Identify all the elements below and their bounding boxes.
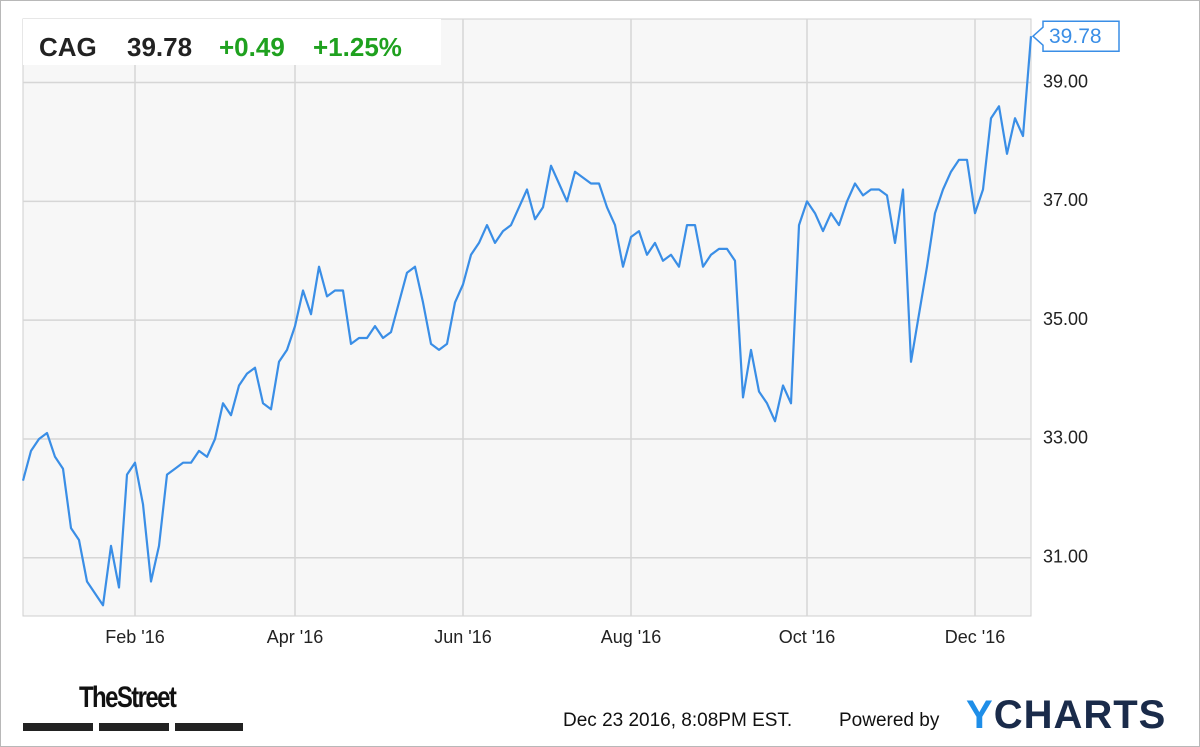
last-value-label: 39.78: [1049, 25, 1102, 48]
y-tick-label: 33.00: [1043, 428, 1088, 448]
brand: YCHARTS: [966, 693, 1167, 737]
header-box: [23, 19, 441, 65]
powered-by: Powered by: [839, 710, 940, 731]
timestamp: Dec 23 2016, 8:08PM EST.: [563, 710, 793, 731]
y-tick-label: 31.00: [1043, 547, 1088, 567]
price-line: [21, 36, 1033, 607]
last-value-box: [1031, 20, 1120, 52]
change: +0.49: [219, 32, 285, 62]
change-pct: +1.25%: [313, 32, 402, 62]
plot-area: [22, 18, 1032, 617]
symbol: CAG: [39, 32, 97, 62]
y-tick-label: 37.00: [1043, 190, 1088, 210]
x-tick-label: Aug '16: [601, 627, 662, 647]
y-tick-label: 35.00: [1043, 309, 1088, 329]
x-tick-label: Jun '16: [434, 627, 491, 647]
x-tick-label: Feb '16: [105, 627, 164, 647]
x-tick-label: Oct '16: [779, 627, 835, 647]
source-bars: [23, 723, 243, 731]
x-tick-label: Apr '16: [267, 627, 323, 647]
chart: CAG 39.78 +0.49 +1.25% 31.00 33.00 35.00 37…: [21, 18, 1120, 647]
source: TheStreet: [79, 681, 177, 714]
price: 39.78: [127, 32, 192, 62]
y-tick-label: 39.00: [1043, 71, 1088, 91]
x-tick-label: Dec '16: [945, 627, 1005, 647]
